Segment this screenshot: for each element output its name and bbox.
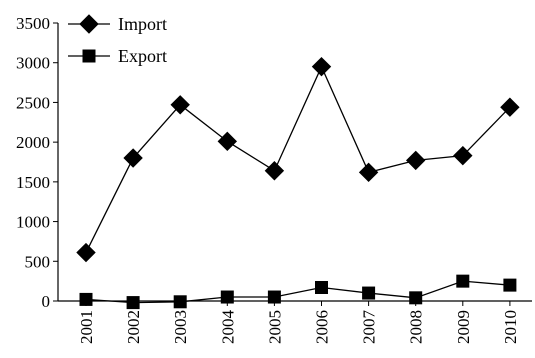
- y-tick-label: 3500: [16, 14, 50, 33]
- series-layer: [76, 56, 520, 310]
- y-tick-label: 2500: [16, 93, 50, 112]
- x-tick-label: 2008: [407, 310, 426, 344]
- y-tick-label: 500: [25, 252, 51, 271]
- export-point: [126, 296, 140, 310]
- export-point: [79, 292, 93, 306]
- import-point: [453, 145, 473, 166]
- x-tick-label: 2010: [501, 310, 520, 344]
- import-point: [500, 97, 520, 117]
- export-point: [409, 291, 423, 305]
- x-tick-label: 2001: [77, 310, 96, 344]
- export-line: [85, 280, 510, 304]
- legend-item-import: Import: [68, 14, 167, 34]
- import-point: [358, 162, 379, 183]
- export-point: [456, 274, 470, 288]
- export-point: [267, 290, 281, 304]
- import-point: [170, 95, 190, 115]
- legend: Import Export: [68, 14, 167, 66]
- import-point: [76, 242, 96, 263]
- export-point: [503, 278, 517, 292]
- legend-label-import: Import: [118, 14, 167, 34]
- y-tick-label: 0: [42, 292, 51, 311]
- import-point: [264, 161, 285, 181]
- y-axis-ticks: 0 500 1000 1500 2000 2500 3000 3500: [16, 14, 58, 311]
- import-point: [405, 150, 426, 171]
- series-export: [79, 274, 517, 310]
- legend-marker-import: [79, 14, 99, 34]
- legend-item-export: Export: [68, 46, 167, 66]
- x-tick-label: 2004: [218, 310, 237, 345]
- x-tick-label: 2006: [313, 310, 332, 344]
- x-axis-ticks: 2001 2002 2003 2004 2005 2006 2007 2008 2009 2010: [77, 301, 520, 344]
- legend-marker-export: [82, 49, 96, 63]
- x-tick-label: 2005: [265, 310, 284, 344]
- x-tick-label: 2007: [360, 310, 379, 345]
- import-point: [123, 148, 143, 168]
- legend-label-export: Export: [118, 46, 167, 66]
- series-import: [76, 56, 520, 263]
- y-tick-label: 2000: [16, 133, 50, 152]
- import-point: [217, 131, 238, 152]
- y-tick-label: 1000: [16, 213, 50, 232]
- x-tick-label: 2002: [124, 310, 143, 344]
- y-tick-label: 3000: [16, 54, 50, 73]
- y-tick-label: 1500: [16, 173, 50, 192]
- export-point: [220, 290, 234, 304]
- import-point: [311, 56, 332, 77]
- export-point: [362, 286, 376, 300]
- export-point: [315, 280, 328, 294]
- import-line: [85, 65, 511, 253]
- export-point: [173, 295, 187, 309]
- x-tick-label: 2003: [171, 310, 190, 344]
- x-tick-label: 2009: [454, 310, 473, 344]
